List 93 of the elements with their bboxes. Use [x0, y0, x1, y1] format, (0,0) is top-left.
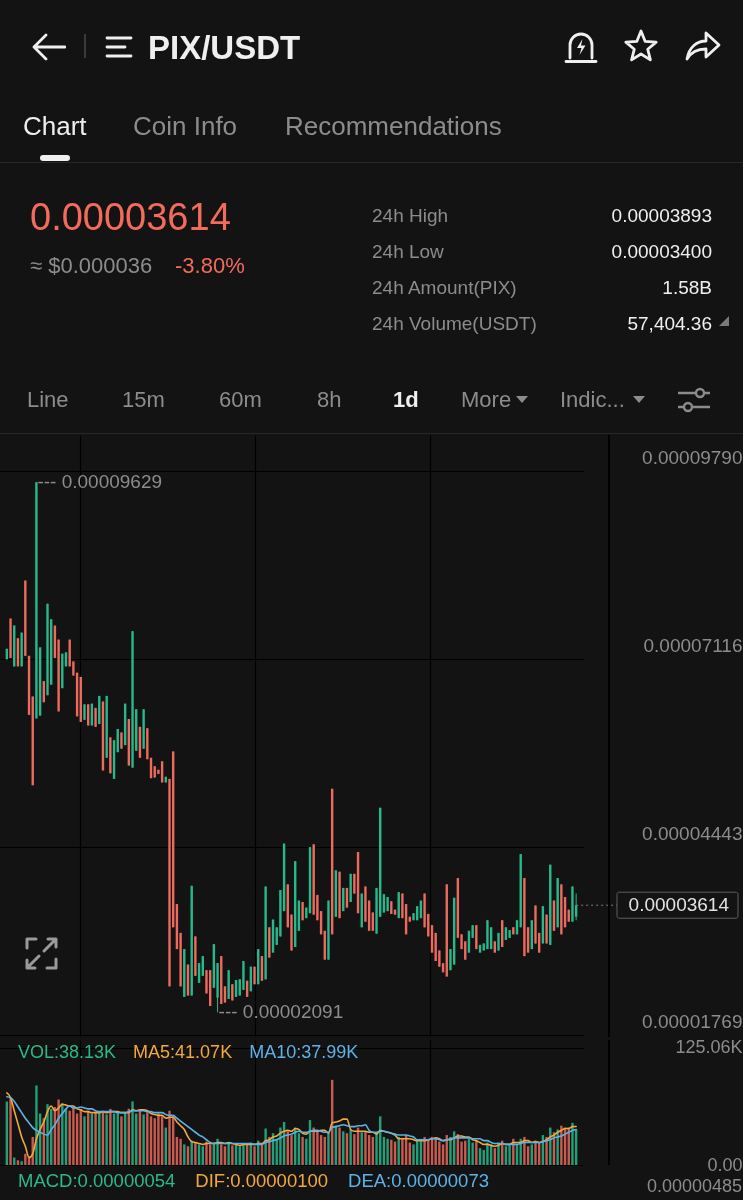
bar — [94, 1111, 97, 1165]
text: Chart — [23, 111, 87, 141]
text: 24h Volume(USDT) — [372, 312, 537, 334]
bar — [438, 1141, 441, 1165]
y-tick-label: 0.00004443 — [642, 823, 743, 845]
bar — [401, 1138, 404, 1165]
y-tick-label: 0.00009790 — [642, 447, 743, 469]
bar — [253, 1146, 256, 1165]
text: 60m — [219, 387, 262, 412]
text: Indic... — [560, 387, 625, 412]
text: Coin Info — [133, 111, 238, 141]
y-tick-label: 0.00 — [707, 1154, 743, 1175]
text: -3.80% — [175, 253, 245, 278]
bar — [227, 1142, 230, 1165]
annotation: --- 0.00002091 — [218, 1001, 344, 1023]
text: MACD:0.00000054 — [18, 1170, 176, 1191]
text: 8h — [317, 387, 342, 412]
bar — [83, 1116, 86, 1165]
bar — [231, 1145, 234, 1165]
bar — [72, 1106, 75, 1165]
bar — [423, 1136, 426, 1165]
bar — [35, 1085, 38, 1165]
text: Recommendations — [285, 111, 502, 141]
text: MA5:41.07K — [133, 1042, 233, 1062]
text: ≈ $0.000036 — [30, 253, 153, 278]
ref-line-label: 0.00003614 — [628, 894, 730, 916]
bar — [386, 1138, 389, 1165]
bar — [142, 1114, 145, 1165]
text: 0.00003893 — [611, 204, 712, 226]
bar — [534, 1140, 537, 1165]
bar — [216, 1138, 219, 1165]
bar — [412, 1144, 415, 1165]
bar — [9, 1097, 12, 1165]
bar — [338, 1127, 341, 1165]
y-tick-label: 125.06K — [675, 1037, 743, 1058]
bar — [157, 1113, 160, 1165]
text: 0.00003614 — [30, 196, 231, 238]
text: PIX/USDT — [148, 28, 301, 66]
bar — [68, 1110, 71, 1165]
bar — [61, 1103, 64, 1165]
bar — [168, 1110, 171, 1165]
line-series — [6, 1092, 577, 1159]
bar — [390, 1139, 393, 1165]
bar — [508, 1144, 511, 1165]
text: DIF:0.00000100 — [195, 1170, 329, 1191]
text: 0.00000485 — [646, 1176, 742, 1196]
text: DEA:0.00000073 — [348, 1170, 489, 1191]
bar — [242, 1143, 245, 1165]
text: 1d — [393, 387, 419, 412]
bar — [571, 1122, 574, 1165]
bar — [179, 1138, 182, 1165]
bar — [512, 1138, 515, 1165]
bar — [264, 1128, 267, 1165]
bar — [364, 1131, 367, 1165]
bar — [471, 1142, 474, 1165]
bar — [24, 1153, 27, 1165]
bar — [205, 1141, 208, 1165]
text: 15m — [122, 387, 165, 412]
bar — [475, 1140, 478, 1165]
y-tick-label: 0.00001769 — [642, 1011, 743, 1033]
bar — [131, 1101, 134, 1165]
text: 24h High — [372, 204, 449, 226]
bar — [327, 1133, 330, 1165]
text: 24h Amount(PIX) — [372, 276, 517, 298]
text: 1.58B — [662, 276, 712, 298]
bar — [523, 1136, 526, 1165]
bar — [434, 1138, 437, 1165]
bar — [194, 1142, 197, 1165]
bar — [146, 1112, 149, 1165]
text: More — [461, 387, 512, 412]
bar — [486, 1142, 489, 1165]
bar — [120, 1116, 123, 1165]
bar — [316, 1131, 319, 1165]
bar — [46, 1104, 49, 1165]
bar — [301, 1136, 304, 1165]
text: 24h Low — [372, 240, 444, 262]
bar — [16, 1160, 20, 1165]
bar — [109, 1108, 112, 1165]
bar — [290, 1135, 293, 1165]
line-series — [6, 1095, 577, 1146]
text: Line — [27, 387, 69, 412]
bar — [57, 1099, 60, 1165]
y-tick-label: 0.00007116 — [643, 635, 743, 657]
bar — [190, 1140, 193, 1165]
text: 57,404.36 — [627, 312, 712, 334]
text: 0.00003400 — [611, 240, 712, 262]
bar — [105, 1114, 108, 1165]
bar — [20, 1161, 23, 1165]
text: MA10:37.99K — [249, 1042, 359, 1062]
bar — [349, 1129, 352, 1165]
series-label: VOL:38.13K — [18, 1042, 117, 1062]
bar — [312, 1127, 315, 1165]
annotation: --- 0.00009629 — [37, 471, 163, 493]
